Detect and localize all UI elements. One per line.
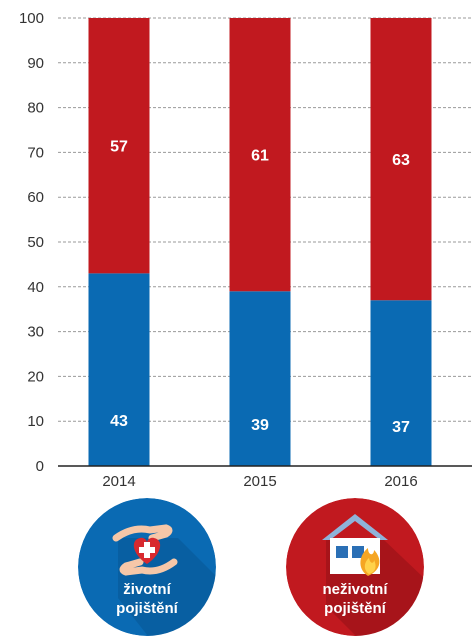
x-axis: 2014 2015 2016	[58, 465, 472, 490]
bars	[88, 18, 432, 466]
y-axis: 0 10 20 30 40 50 60 70 80 90 100	[19, 10, 44, 475]
badge-label-line1: neživotní	[322, 581, 388, 598]
data-label: 57	[110, 139, 128, 156]
y-tick-label: 10	[27, 413, 44, 430]
y-tick-label: 70	[27, 144, 44, 161]
badge-label-line2: pojištění	[324, 600, 386, 617]
data-label: 63	[392, 152, 410, 169]
y-tick-label: 80	[27, 100, 44, 117]
y-tick-label: 90	[27, 55, 44, 72]
y-tick-label: 20	[27, 368, 44, 385]
stacked-bar-chart: 43 57 39 61 37 63 0 10 20 30 40 50 60 70 80 90 100 2014…	[19, 10, 472, 490]
badge-non-life-insurance: neživotní pojištění	[286, 498, 424, 636]
y-tick-label: 50	[27, 234, 44, 251]
badge-life-insurance: životní pojištění	[78, 498, 216, 636]
bar-segment	[370, 18, 432, 301]
y-tick-label: 0	[36, 458, 44, 475]
data-labels: 43 57 39 61 37 63	[110, 139, 410, 437]
bar-segment	[88, 18, 150, 274]
badge-label-line1: životní	[123, 581, 171, 598]
x-tick-label: 2016	[384, 473, 417, 490]
house-fire-icon	[286, 498, 424, 636]
x-tick-label: 2014	[102, 473, 135, 490]
y-tick-label: 100	[19, 10, 44, 27]
bar-segment	[229, 291, 291, 466]
data-label: 61	[251, 148, 269, 165]
data-label: 37	[392, 419, 410, 436]
y-tick-label: 40	[27, 279, 44, 296]
bar-segment	[88, 273, 150, 466]
bar-segment	[370, 300, 432, 466]
hands-heart-icon	[78, 498, 216, 636]
data-label: 43	[110, 413, 128, 430]
x-tick-label: 2015	[243, 473, 276, 490]
badge-label-line2: pojištění	[116, 600, 178, 617]
bar-segment	[229, 18, 291, 292]
data-label: 39	[251, 417, 269, 434]
y-tick-label: 60	[27, 189, 44, 206]
y-tick-label: 30	[27, 324, 44, 341]
